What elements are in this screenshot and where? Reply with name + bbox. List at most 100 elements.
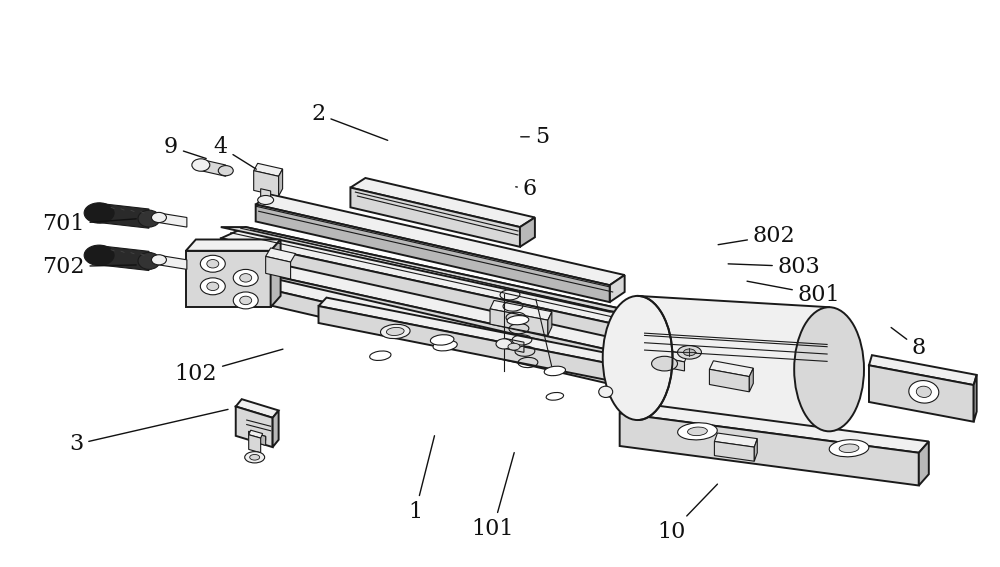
Polygon shape [254,163,283,176]
Ellipse shape [507,316,529,325]
Ellipse shape [916,386,931,397]
Polygon shape [520,218,535,247]
Polygon shape [610,275,625,302]
Polygon shape [249,276,630,369]
Ellipse shape [84,203,114,223]
Text: 802: 802 [718,225,796,247]
Polygon shape [319,298,618,363]
Ellipse shape [233,269,258,286]
Text: 1: 1 [408,435,435,523]
Polygon shape [974,375,977,422]
Polygon shape [665,358,684,371]
Circle shape [678,345,701,359]
Polygon shape [620,402,929,453]
Polygon shape [266,256,291,279]
Ellipse shape [546,392,564,400]
Polygon shape [638,296,829,431]
Polygon shape [249,431,266,446]
Text: 803: 803 [728,256,821,278]
Polygon shape [236,399,279,418]
Polygon shape [548,312,552,336]
Ellipse shape [386,327,404,336]
Ellipse shape [218,166,233,176]
Polygon shape [665,350,687,362]
Ellipse shape [240,274,252,282]
Polygon shape [221,227,635,323]
Polygon shape [350,178,535,227]
Ellipse shape [192,159,210,171]
Polygon shape [709,361,753,376]
Text: 2: 2 [311,103,388,141]
Text: 102: 102 [175,349,283,385]
Ellipse shape [138,252,160,269]
Ellipse shape [909,380,939,403]
Ellipse shape [430,335,454,345]
Text: 101: 101 [472,452,514,540]
Text: 9: 9 [164,136,206,159]
Text: 801: 801 [747,281,840,306]
Text: 701: 701 [42,213,136,235]
Polygon shape [221,227,635,312]
Polygon shape [869,355,977,385]
Polygon shape [279,169,283,196]
Polygon shape [201,159,226,176]
Polygon shape [714,442,754,461]
Polygon shape [261,189,271,199]
Polygon shape [159,255,187,269]
Ellipse shape [207,260,219,268]
Polygon shape [249,430,263,438]
Polygon shape [249,285,615,385]
Polygon shape [610,341,628,369]
Polygon shape [186,251,271,307]
Polygon shape [709,369,749,392]
Polygon shape [256,205,610,302]
Circle shape [245,452,265,463]
Polygon shape [99,246,149,270]
Text: 3: 3 [69,409,228,455]
Polygon shape [615,361,630,385]
Ellipse shape [794,307,864,431]
Polygon shape [271,239,281,307]
Text: 5: 5 [521,126,549,148]
Ellipse shape [678,423,717,440]
Ellipse shape [84,245,114,265]
Ellipse shape [829,439,869,457]
Polygon shape [186,239,281,251]
Ellipse shape [138,210,160,227]
Polygon shape [256,194,625,285]
Polygon shape [219,255,628,350]
Text: 4: 4 [214,136,256,169]
Circle shape [508,343,520,350]
Polygon shape [319,306,610,380]
Polygon shape [273,411,279,447]
Polygon shape [610,355,618,380]
Ellipse shape [496,339,512,349]
Polygon shape [754,439,757,461]
Polygon shape [919,442,929,485]
Ellipse shape [380,324,410,338]
Ellipse shape [544,366,566,376]
Ellipse shape [433,340,457,351]
Ellipse shape [240,296,252,304]
Polygon shape [714,433,757,447]
Polygon shape [221,238,610,345]
Ellipse shape [688,427,707,435]
Ellipse shape [151,255,166,265]
Text: 10: 10 [657,484,717,543]
Ellipse shape [200,255,225,272]
Circle shape [258,196,274,205]
Polygon shape [254,171,279,196]
Polygon shape [869,365,974,422]
Polygon shape [749,368,753,392]
Polygon shape [249,435,261,453]
Polygon shape [606,386,622,399]
Polygon shape [219,264,610,369]
Ellipse shape [603,296,673,420]
Polygon shape [504,338,524,352]
Circle shape [250,455,260,460]
Ellipse shape [200,278,225,295]
Ellipse shape [370,351,391,361]
Ellipse shape [151,213,166,223]
Polygon shape [249,431,266,441]
Polygon shape [350,188,520,247]
